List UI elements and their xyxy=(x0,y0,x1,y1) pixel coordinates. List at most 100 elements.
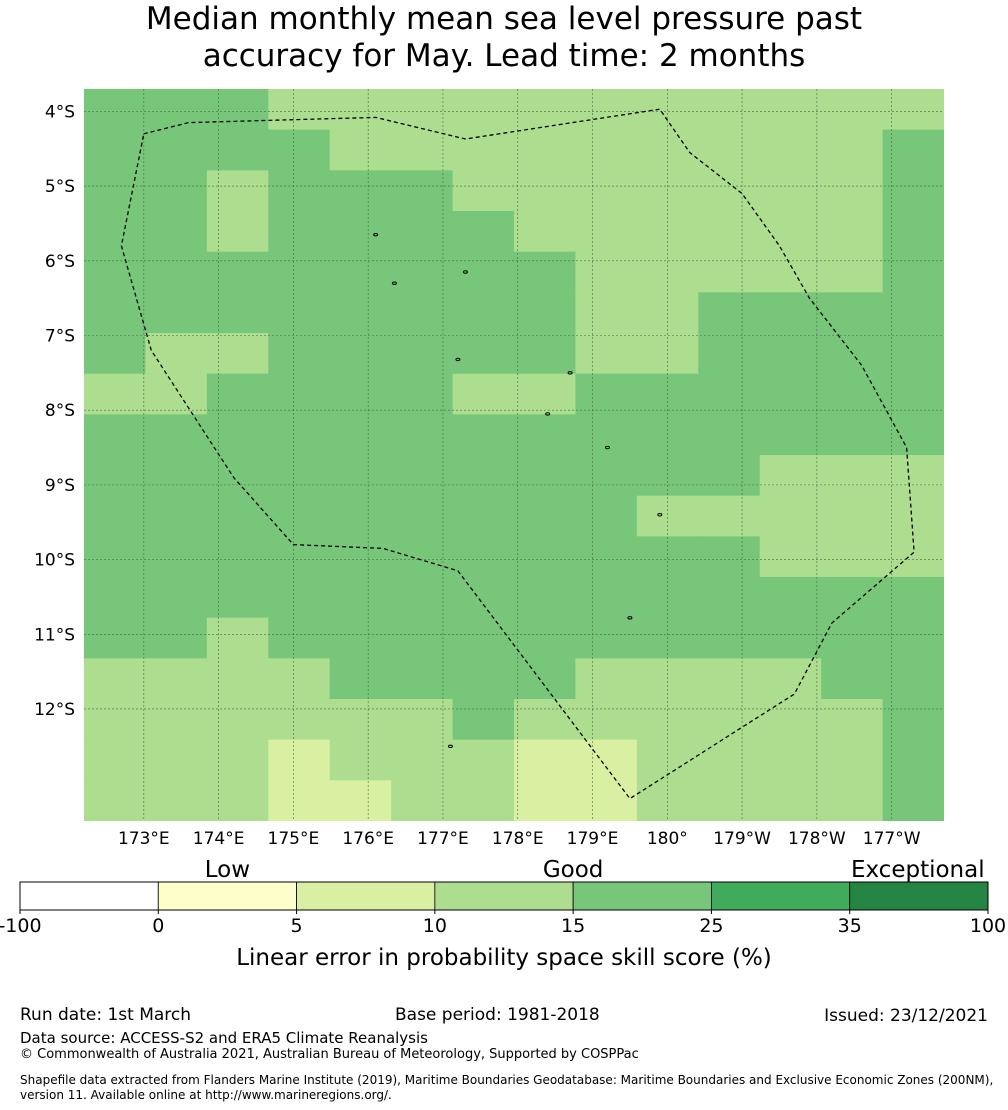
grid-cell xyxy=(575,251,638,293)
grid-cell xyxy=(84,292,147,334)
colorbar-segment xyxy=(157,881,297,911)
grid-cell xyxy=(391,739,454,781)
grid-cell xyxy=(821,373,884,415)
latitude-label: 8°S xyxy=(45,401,75,421)
shapefile-credit-line-2: version 11. Available online at http://w… xyxy=(20,1088,392,1102)
grid-cell xyxy=(636,536,699,578)
issued-date: Issued: 23/12/2021 xyxy=(824,1006,988,1026)
grid-cell xyxy=(84,333,147,375)
grid-cell xyxy=(698,577,761,619)
grid-cell xyxy=(84,739,147,781)
grid-cell xyxy=(452,414,515,456)
grid-cell xyxy=(514,536,577,578)
grid-cell xyxy=(84,89,147,131)
grid-cell xyxy=(84,129,147,171)
grid-cell xyxy=(821,251,884,293)
grid-cell xyxy=(329,495,392,537)
grid-cell xyxy=(636,373,699,415)
grid-cell xyxy=(698,129,761,171)
grid-cell xyxy=(452,373,515,415)
grid-cell xyxy=(636,333,699,375)
grid-cell xyxy=(391,333,454,375)
grid-cell xyxy=(575,536,638,578)
grid-cell xyxy=(145,251,208,293)
colorbar-segment xyxy=(434,881,574,911)
grid-cell xyxy=(206,495,269,537)
grid-cell xyxy=(391,577,454,619)
grid-cell xyxy=(821,292,884,334)
grid-cell xyxy=(452,658,515,700)
grid-cell xyxy=(329,658,392,700)
colorbar-tick-label: 5 xyxy=(291,915,303,937)
grid-cell xyxy=(206,89,269,131)
island-outline xyxy=(567,371,573,375)
grid-cell xyxy=(391,373,454,415)
grid-cell xyxy=(882,373,944,415)
longitude-label: 178°W xyxy=(788,829,846,849)
grid-cell xyxy=(636,699,699,741)
grid-cell xyxy=(636,170,699,212)
grid-cell xyxy=(206,699,269,741)
grid-cell xyxy=(84,211,147,253)
grid-cell xyxy=(698,780,761,821)
grid-cell xyxy=(145,577,208,619)
grid-cell xyxy=(391,251,454,293)
colorbar-category-label: Good xyxy=(543,857,604,883)
grid-cell xyxy=(759,780,822,821)
grid-cell xyxy=(759,414,822,456)
colorbar-tick-label: 0 xyxy=(152,915,164,937)
grid-cell xyxy=(821,536,884,578)
colorbar-segment xyxy=(572,881,712,911)
grid-cell xyxy=(145,617,208,659)
colorbar-segment xyxy=(849,881,989,911)
grid-cell xyxy=(636,89,699,131)
grid-cell xyxy=(329,577,392,619)
grid-cell xyxy=(821,211,884,253)
grid-cell xyxy=(514,617,577,659)
grid-cell xyxy=(329,780,392,821)
grid-cell xyxy=(84,373,147,415)
grid-cell xyxy=(698,495,761,537)
grid-cell xyxy=(452,617,515,659)
grid-cell xyxy=(268,373,331,415)
grid-cell xyxy=(759,373,822,415)
grid-cell xyxy=(575,89,638,131)
island-outline xyxy=(604,445,610,450)
graticule xyxy=(84,89,944,821)
latitude-label: 4°S xyxy=(45,102,75,122)
grid-cell xyxy=(514,658,577,700)
grid-cell xyxy=(206,333,269,375)
grid-cell xyxy=(821,617,884,659)
grid-cell xyxy=(636,780,699,821)
grid-cell xyxy=(759,333,822,375)
grid-cell xyxy=(391,617,454,659)
grid-cell xyxy=(391,658,454,700)
grid-cell xyxy=(882,292,944,334)
grid-cell xyxy=(452,89,515,131)
grid-cell xyxy=(84,658,147,700)
grid-cell xyxy=(268,739,331,781)
grid-cell xyxy=(268,495,331,537)
grid-cell xyxy=(575,577,638,619)
grid-cell xyxy=(145,414,208,456)
longitude-label: 177°W xyxy=(863,829,921,849)
grid-cell xyxy=(329,617,392,659)
latitude-label: 11°S xyxy=(34,625,75,645)
grid-cell xyxy=(84,617,147,659)
grid-cell xyxy=(452,333,515,375)
island-outline xyxy=(447,744,453,749)
grid-cell xyxy=(206,577,269,619)
grid-cell xyxy=(206,617,269,659)
grid-cell xyxy=(145,373,208,415)
grid-cell xyxy=(514,292,577,334)
grid-cell xyxy=(698,89,761,131)
grid-cell xyxy=(821,658,884,700)
grid-cell xyxy=(759,658,822,700)
grid-cell xyxy=(821,89,884,131)
grid-cell xyxy=(145,495,208,537)
island-outline xyxy=(462,270,468,274)
grid-cell xyxy=(759,699,822,741)
longitude-label: 176°E xyxy=(342,829,394,849)
grid-cell xyxy=(759,89,822,131)
grid-cell xyxy=(391,89,454,131)
